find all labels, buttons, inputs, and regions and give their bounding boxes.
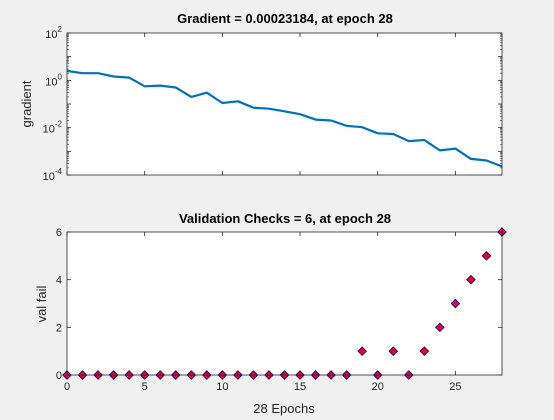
validation-ytick-label: 4 [56, 275, 62, 287]
validation-tick-labels: 0 5 10 15 20 25 0 2 4 6 [56, 227, 462, 393]
gradient-panel: Gradient = 0.00023184, at epoch 28 10-41… [19, 11, 503, 183]
validation-title: Validation Checks = 6, at epoch 28 [179, 211, 391, 226]
gradient-axes-box [66, 32, 503, 176]
validation-ylabel: val fail [34, 285, 49, 322]
validation-ytick-label: 0 [56, 370, 62, 382]
validation-point [450, 298, 461, 309]
validation-point [388, 346, 399, 357]
validation-panel: Validation Checks = 6, at epoch 28 0 5 10 1… [34, 211, 507, 416]
validation-point [466, 274, 476, 285]
gradient-ytick-label: 100 [45, 72, 62, 88]
validation-ytick-label: 2 [56, 322, 62, 334]
gradient-ylabel: gradient [19, 80, 34, 127]
validation-xtick-label: 0 [64, 381, 70, 393]
validation-point [435, 322, 445, 333]
gradient-series-line [66, 69, 503, 168]
validation-xtick-label: 25 [449, 381, 461, 393]
validation-xtick-label: 15 [294, 381, 306, 393]
gradient-title: Gradient = 0.00023184, at epoch 28 [177, 11, 393, 26]
validation-ytick-label: 6 [56, 227, 62, 239]
gradient-ytick-label: 102 [45, 25, 62, 41]
validation-xlabel: 28 Epochs [253, 401, 315, 416]
gradient-ytick-labels: 10-4 10-2 100 102 [43, 25, 63, 183]
validation-xtick-label: 20 [372, 381, 384, 393]
validation-point [481, 250, 492, 261]
validation-point [419, 346, 430, 357]
validation-xtick-label: 10 [216, 381, 228, 393]
validation-points-group [62, 227, 507, 380]
validation-point [357, 346, 368, 357]
gradient-ytick-label: 10-4 [43, 167, 63, 183]
gradient-ytick-label: 10-2 [43, 120, 63, 136]
gradient-line-group [66, 69, 503, 168]
validation-axes-box [66, 231, 503, 376]
validation-plot-area [67, 232, 502, 375]
validation-xtick-label: 5 [142, 381, 148, 393]
gradient-plot-area [67, 33, 502, 175]
